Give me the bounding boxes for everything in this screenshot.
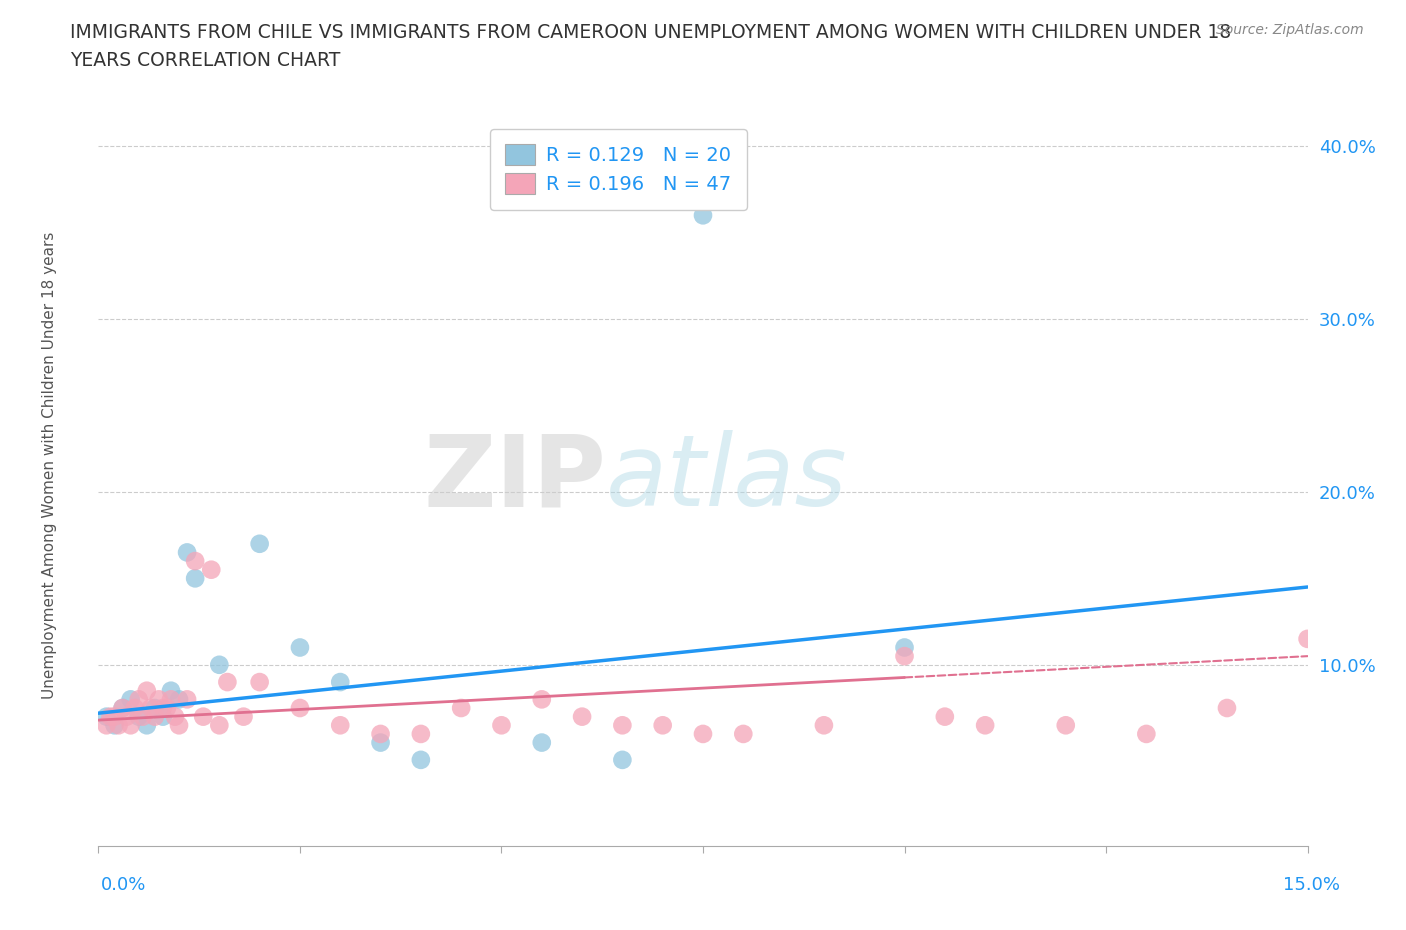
- Point: [103, 710, 125, 724]
- Point: [530, 735, 553, 750]
- Point: [135, 684, 157, 698]
- Point: [96, 718, 118, 733]
- Point: [208, 718, 231, 733]
- Point: [692, 726, 714, 741]
- Point: [249, 537, 271, 551]
- Point: [1054, 718, 1077, 733]
- Point: [167, 718, 190, 733]
- Point: [288, 700, 311, 715]
- Point: [120, 718, 142, 733]
- Point: [200, 563, 222, 578]
- Text: atlas: atlas: [606, 431, 848, 527]
- Point: [193, 710, 215, 724]
- Point: [160, 684, 183, 698]
- Point: [217, 674, 239, 689]
- Point: [128, 710, 150, 724]
- Point: [143, 700, 166, 715]
- Point: [893, 649, 915, 664]
- Point: [612, 752, 634, 767]
- Point: [491, 718, 513, 733]
- Legend: R = 0.129   N = 20, R = 0.196   N = 47: R = 0.129 N = 20, R = 0.196 N = 47: [489, 128, 747, 210]
- Point: [163, 710, 186, 724]
- Text: YEARS CORRELATION CHART: YEARS CORRELATION CHART: [70, 51, 340, 70]
- Point: [249, 674, 271, 689]
- Point: [733, 726, 755, 741]
- Point: [370, 726, 392, 741]
- Text: 15.0%: 15.0%: [1282, 876, 1340, 894]
- Point: [176, 545, 198, 560]
- Text: ZIP: ZIP: [423, 431, 606, 527]
- Point: [152, 700, 174, 715]
- Point: [128, 692, 150, 707]
- Point: [96, 710, 118, 724]
- Point: [370, 735, 392, 750]
- Point: [148, 692, 170, 707]
- Point: [132, 710, 155, 724]
- Point: [530, 692, 553, 707]
- Text: Source: ZipAtlas.com: Source: ZipAtlas.com: [1216, 23, 1364, 37]
- Point: [176, 692, 198, 707]
- Point: [692, 208, 714, 223]
- Text: Unemployment Among Women with Children Under 18 years: Unemployment Among Women with Children U…: [42, 232, 56, 698]
- Point: [1216, 700, 1239, 715]
- Point: [156, 700, 179, 715]
- Point: [974, 718, 997, 733]
- Point: [184, 553, 207, 568]
- Point: [160, 692, 183, 707]
- Point: [107, 718, 129, 733]
- Point: [103, 718, 125, 733]
- Point: [184, 571, 207, 586]
- Point: [1296, 631, 1319, 646]
- Point: [100, 710, 122, 724]
- Point: [143, 710, 166, 724]
- Point: [651, 718, 673, 733]
- Point: [893, 640, 915, 655]
- Point: [450, 700, 472, 715]
- Point: [120, 692, 142, 707]
- Text: 0.0%: 0.0%: [101, 876, 146, 894]
- Point: [329, 674, 352, 689]
- Point: [409, 752, 432, 767]
- Point: [612, 718, 634, 733]
- Point: [124, 700, 146, 715]
- Point: [329, 718, 352, 733]
- Point: [813, 718, 835, 733]
- Point: [1135, 726, 1157, 741]
- Point: [111, 700, 134, 715]
- Point: [208, 658, 231, 672]
- Point: [288, 640, 311, 655]
- Point: [115, 710, 138, 724]
- Text: IMMIGRANTS FROM CHILE VS IMMIGRANTS FROM CAMEROON UNEMPLOYMENT AMONG WOMEN WITH : IMMIGRANTS FROM CHILE VS IMMIGRANTS FROM…: [70, 23, 1232, 42]
- Point: [571, 710, 593, 724]
- Point: [152, 710, 174, 724]
- Point: [139, 700, 162, 715]
- Point: [111, 700, 134, 715]
- Point: [232, 710, 254, 724]
- Point: [409, 726, 432, 741]
- Point: [135, 718, 157, 733]
- Point: [167, 692, 190, 707]
- Point: [934, 710, 956, 724]
